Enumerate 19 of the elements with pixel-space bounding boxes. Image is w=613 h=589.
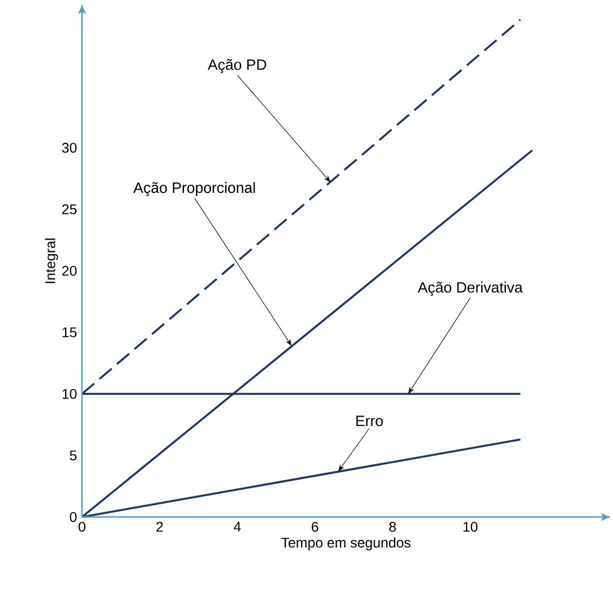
y-tick-label: 0 <box>70 512 77 522</box>
y-tick-label: 5 <box>70 450 77 460</box>
annotation: Erro <box>356 416 383 426</box>
x-tick-label: 10 <box>464 522 478 532</box>
y-tick-label: 30 <box>62 142 77 153</box>
y-axis-title: Integral <box>44 238 58 284</box>
annotation: Ação Proporcional <box>133 182 255 196</box>
y-tick-label: 20 <box>62 266 77 276</box>
y-tick-label: 15 <box>62 328 77 338</box>
x-tick-label: 2 <box>156 522 163 532</box>
x-tick-label: 6 <box>312 522 318 532</box>
x-tick-label: 4 <box>234 522 241 532</box>
x-tick-label: 8 <box>389 522 396 532</box>
x-axis-title: Tempo em segundos <box>281 537 410 550</box>
y-tick-label: 10 <box>62 388 77 399</box>
annotation: Ação Derivativa <box>418 282 523 296</box>
x-tick-label: 0 <box>78 522 86 532</box>
y-tick-label: 25 <box>62 204 77 214</box>
annotation: Ação PD <box>208 59 266 73</box>
